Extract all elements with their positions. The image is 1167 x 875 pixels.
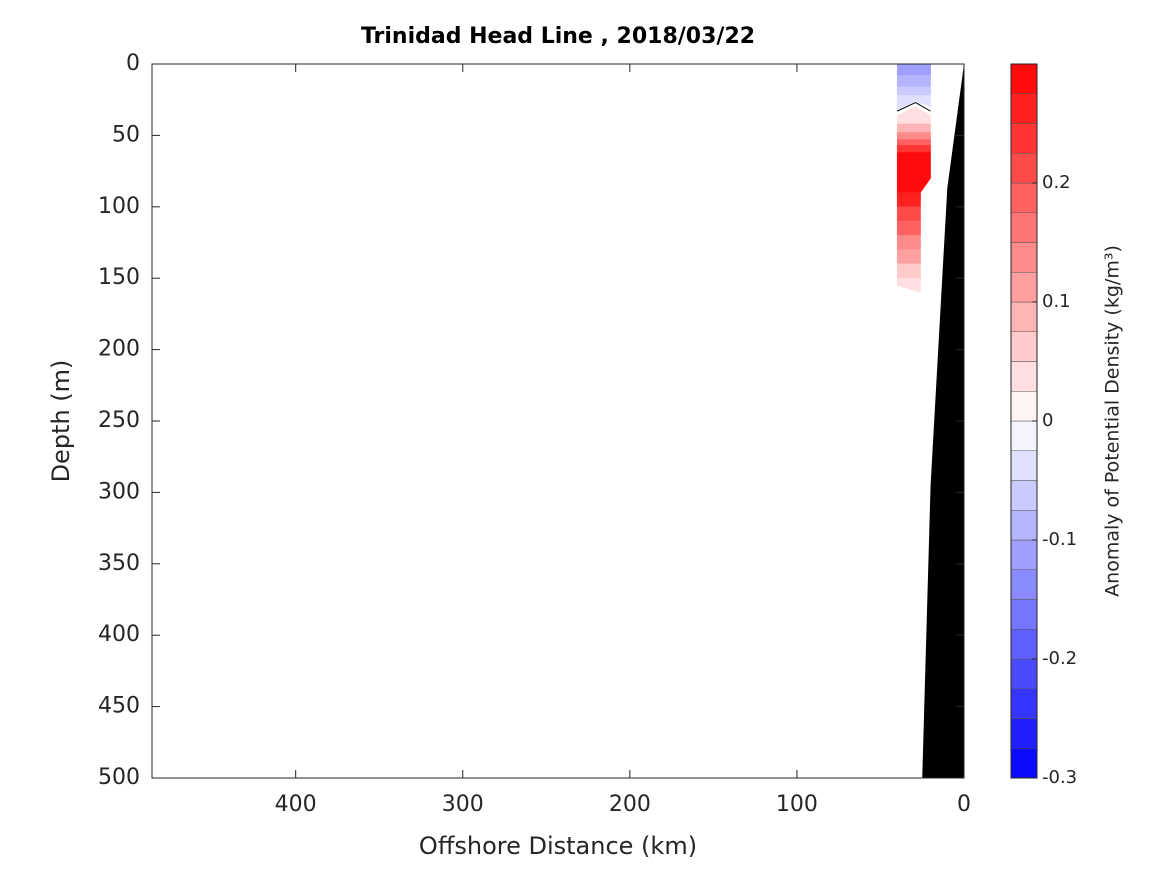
- contour-region: [896, 132, 931, 140]
- contour-region: [896, 220, 921, 236]
- zero-contour: [896, 101, 931, 112]
- y-tick-label: 400: [98, 622, 140, 647]
- colorbar-segment: [1010, 93, 1038, 124]
- colorbar-segment: [1010, 153, 1038, 184]
- y-tick-label: 100: [98, 194, 140, 219]
- colorbar-segment: [1010, 391, 1038, 422]
- colorbar-segment: [1010, 688, 1038, 719]
- colorbar-segment: [1010, 450, 1038, 481]
- colorbar-tick-label: -0.3: [1042, 767, 1077, 788]
- colorbar-tick-label: 0.1: [1042, 291, 1071, 312]
- colorbar-segment: [1010, 242, 1038, 273]
- contour-region: [896, 75, 931, 88]
- contour-region: [896, 152, 931, 193]
- x-tick-label: 300: [442, 792, 484, 817]
- contour-region: [896, 235, 921, 250]
- contour-region: [896, 139, 931, 146]
- contour-region: [896, 206, 921, 222]
- colorbar-tick-label: 0: [1042, 410, 1053, 431]
- x-tick-label: 0: [957, 792, 971, 817]
- colorbar-segment: [1010, 480, 1038, 511]
- contour-region: [896, 277, 921, 293]
- x-tick-label: 200: [609, 792, 651, 817]
- contour-region: [896, 263, 921, 279]
- colorbar-segment: [1010, 420, 1038, 451]
- colorbar-segment: [1010, 569, 1038, 600]
- colorbar-segment: [1010, 301, 1038, 332]
- contour-region: [896, 86, 931, 96]
- y-tick-label: 150: [98, 265, 140, 290]
- colorbar-segment: [1010, 63, 1038, 94]
- colorbar-tick-label: 0.2: [1042, 172, 1071, 193]
- colorbar-segment: [1010, 658, 1038, 689]
- colorbar-segment: [1010, 182, 1038, 213]
- y-tick-label: 500: [98, 765, 140, 790]
- colorbar-segment: [1010, 510, 1038, 541]
- colorbar-segment: [1010, 361, 1038, 392]
- y-tick-label: 350: [98, 551, 140, 576]
- bathymetry: [922, 64, 964, 778]
- contour-region: [896, 106, 931, 125]
- x-tick-label: 400: [275, 792, 317, 817]
- contour-region: [896, 192, 921, 208]
- x-axis-label: Offshore Distance (km): [419, 832, 697, 860]
- colorbar-segment: [1010, 599, 1038, 630]
- colorbar-segment: [1010, 539, 1038, 570]
- colorbar-tick-label: -0.1: [1042, 529, 1077, 550]
- y-tick-label: 50: [112, 122, 140, 147]
- colorbar-segment: [1010, 272, 1038, 303]
- contour-region: [896, 63, 931, 76]
- y-tick-label: 0: [126, 51, 140, 76]
- y-tick-label: 300: [98, 479, 140, 504]
- y-tick-label: 200: [98, 337, 140, 362]
- colorbar-segment: [1010, 718, 1038, 749]
- colorbar-segment: [1010, 748, 1038, 779]
- contour-region: [896, 123, 931, 133]
- contour-region: [896, 145, 931, 153]
- colorbar-segment: [1010, 212, 1038, 243]
- colorbar-segment: [1010, 331, 1038, 362]
- x-tick-label: 100: [776, 792, 818, 817]
- y-tick-label: 450: [98, 694, 140, 719]
- colorbar-label: Anomaly of Potential Density (kg/m³): [1102, 245, 1124, 597]
- colorbar-segment: [1010, 123, 1038, 154]
- chart-title: Trinidad Head Line , 2018/03/22: [361, 24, 755, 49]
- y-axis-label: Depth (m): [47, 360, 75, 483]
- colorbar-segment: [1010, 629, 1038, 660]
- contour-region: [896, 249, 921, 265]
- y-tick-label: 250: [98, 408, 140, 433]
- colorbar-tick-label: -0.2: [1042, 648, 1077, 669]
- contour-region: [896, 95, 931, 111]
